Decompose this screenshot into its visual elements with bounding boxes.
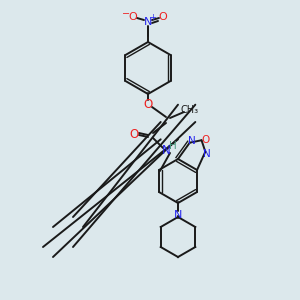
Text: N: N bbox=[174, 210, 182, 220]
Text: N: N bbox=[144, 17, 152, 27]
Text: N: N bbox=[203, 149, 211, 159]
Text: H: H bbox=[169, 141, 177, 151]
Text: O: O bbox=[159, 12, 167, 22]
Text: O: O bbox=[201, 135, 210, 145]
Text: N: N bbox=[162, 145, 170, 158]
Text: +: + bbox=[150, 14, 156, 22]
Text: O: O bbox=[143, 98, 153, 110]
Text: N: N bbox=[188, 136, 196, 146]
Text: −: − bbox=[122, 9, 130, 19]
Text: O: O bbox=[129, 12, 137, 22]
Text: O: O bbox=[129, 128, 139, 140]
Text: CH₃: CH₃ bbox=[181, 105, 199, 115]
